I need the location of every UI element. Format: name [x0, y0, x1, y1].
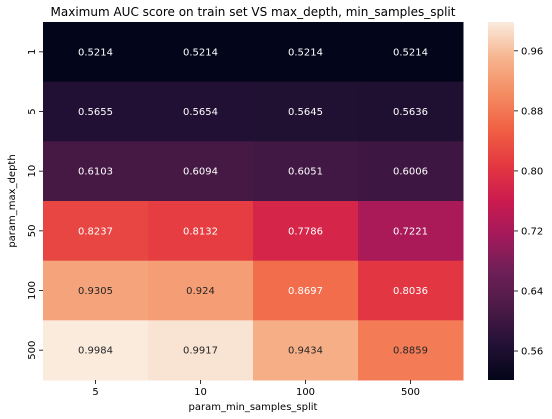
heatmap-cell: [358, 201, 464, 262]
heatmap-cell: [253, 260, 359, 321]
heatmap-cell: [43, 81, 149, 142]
heatmap-cell: [358, 320, 464, 381]
x-tick-label: 100: [296, 387, 315, 398]
heatmap-cell-value: 0.6103: [78, 167, 113, 178]
y-tick-label: 1: [27, 49, 38, 55]
heatmap-cell-value: 0.5214: [288, 47, 323, 58]
y-axis-ticks: 1 5 10 50 100 500: [27, 49, 43, 360]
colorbar-tick-label: 0.72: [521, 226, 543, 237]
heatmap-cell-value: 0.9984: [78, 346, 113, 357]
colorbar-tick-label: 0.96: [521, 46, 543, 57]
colorbar: [488, 22, 514, 380]
heatmap-cells: [43, 22, 464, 381]
colorbar-tick-label: 0.80: [521, 166, 543, 177]
heatmap-cell-value: 0.6006: [393, 167, 428, 178]
heatmap-cell-value: 0.6094: [183, 167, 218, 178]
heatmap-cell: [148, 81, 254, 142]
heatmap-cell-value: 0.5654: [183, 107, 218, 118]
heatmap-cell-value: 0.6051: [288, 167, 323, 178]
heatmap-cell-value: 0.5214: [183, 47, 218, 58]
colorbar-tick-label: 0.56: [521, 347, 543, 358]
y-tick-label: 100: [27, 281, 38, 300]
colorbar-tick-label: 0.64: [521, 286, 543, 297]
heatmap-cell-value: 0.9434: [288, 346, 323, 357]
heatmap-cell-value: 0.8036: [393, 286, 428, 297]
heatmap-cell-value: 0.8237: [78, 226, 113, 237]
heatmap-cell-labels: 0.5214 0.5214 0.5214 0.5214 0.5655 0.5654 0.56…: [78, 47, 428, 356]
heatmap-cell: [43, 141, 149, 202]
heatmap-cell-value: 0.7786: [288, 226, 323, 237]
colorbar-ticks: 0.56 0.64 0.72 0.80 0.88 0.96: [514, 46, 543, 358]
heatmap-cell: [43, 201, 149, 262]
heatmap-cell: [43, 320, 149, 381]
x-tick-label: 5: [92, 387, 98, 398]
heatmap-cell-value: 0.5655: [78, 107, 113, 118]
heatmap-cell-value: 0.924: [186, 286, 215, 297]
heatmap-cell-value: 0.8859: [393, 346, 428, 357]
heatmap-cell: [148, 141, 254, 202]
y-tick-label: 10: [27, 165, 38, 178]
heatmap-cell: [253, 201, 359, 262]
heatmap-cell-value: 0.5636: [393, 107, 428, 118]
y-tick-label: 5: [27, 108, 38, 114]
chart-title: Maximum AUC score on train set VS max_de…: [51, 5, 456, 19]
heatmap-cell-value: 0.5645: [288, 107, 323, 118]
x-axis-label: param_min_samples_split: [189, 402, 318, 413]
heatmap-cell-value: 0.9305: [78, 286, 113, 297]
y-tick-label: 500: [27, 341, 38, 360]
heatmap-cell-value: 0.7221: [393, 226, 428, 237]
colorbar-tick-label: 0.88: [521, 106, 543, 117]
heatmap-cell: [43, 260, 149, 321]
y-tick-label: 50: [27, 224, 38, 237]
y-axis-label: param_max_depth: [7, 154, 18, 247]
x-tick-label: 500: [401, 387, 420, 398]
heatmap-cell: [148, 22, 254, 83]
heatmap-cell: [358, 22, 464, 83]
heatmap-cell: [148, 201, 254, 262]
heatmap-cell: [358, 81, 464, 142]
heatmap-cell-value: 0.8697: [288, 286, 323, 297]
heatmap-cell-value: 0.5214: [393, 47, 428, 58]
heatmap-cell: [253, 22, 359, 83]
heatmap-cell-value: 0.8132: [183, 226, 218, 237]
heatmap-cell: [148, 260, 254, 321]
heatmap-cell: [148, 320, 254, 381]
x-axis-ticks: 5 10 100 500: [92, 380, 420, 398]
heatmap-cell-value: 0.9917: [183, 346, 218, 357]
heatmap-cell: [358, 141, 464, 202]
heatmap-cell: [43, 22, 149, 83]
heatmap-cell: [358, 260, 464, 321]
heatmap-cell: [253, 81, 359, 142]
heatmap-cell-value: 0.5214: [78, 47, 113, 58]
x-tick-label: 10: [194, 387, 207, 398]
heatmap-cell: [253, 141, 359, 202]
heatmap-cell: [253, 320, 359, 381]
